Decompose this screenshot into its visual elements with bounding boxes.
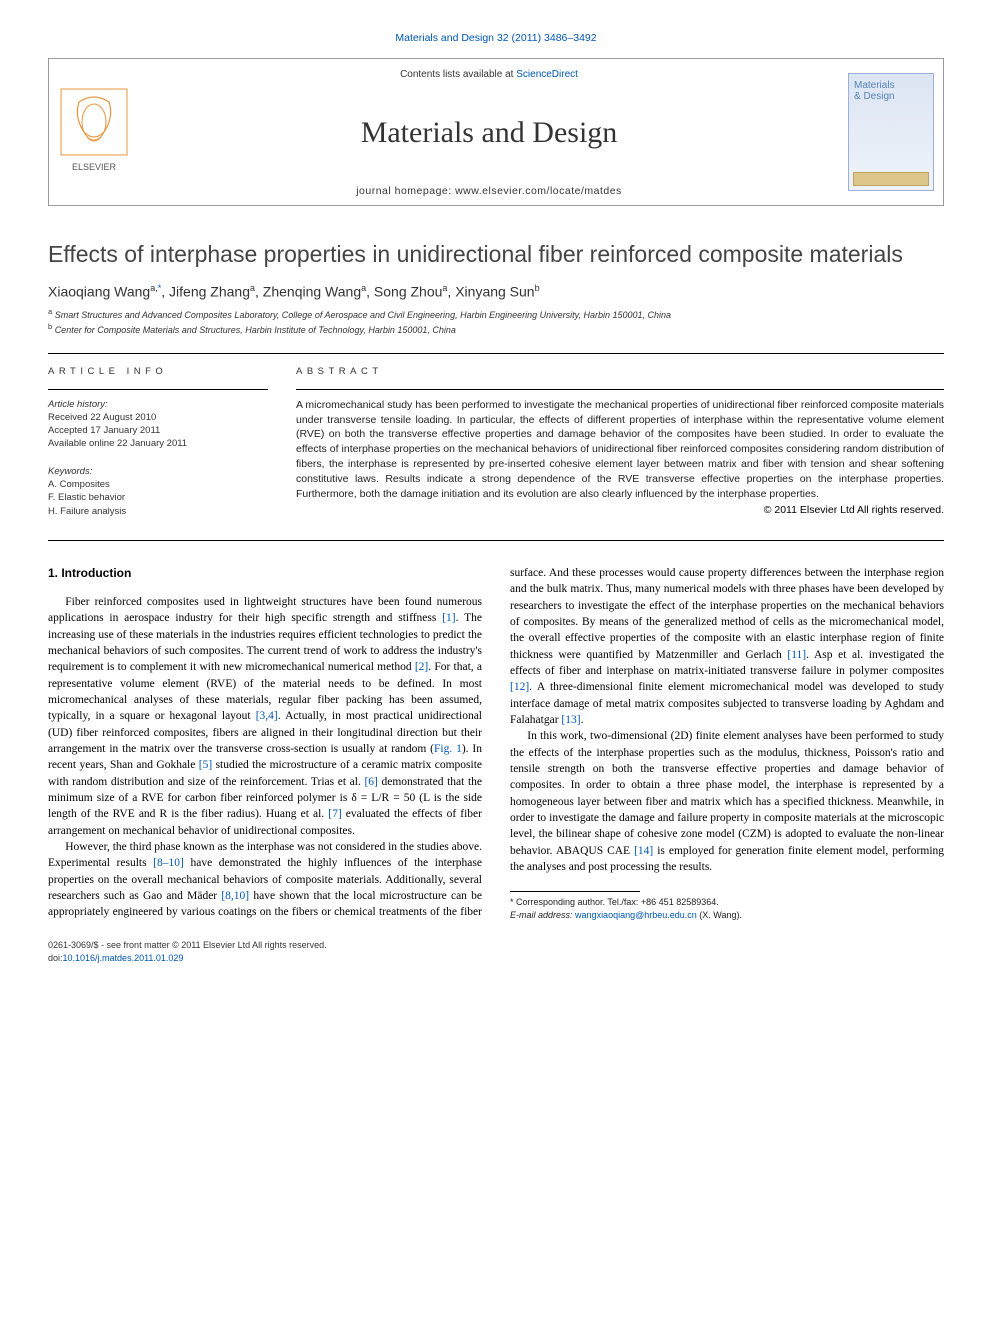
journal-cover: Materials & Design — [839, 59, 943, 205]
keywords-block: Keywords: A. Composites F. Elastic behav… — [48, 465, 268, 518]
body-two-column: 1. Introduction Fiber reinforced composi… — [48, 565, 944, 921]
accepted-date: Accepted 17 January 2011 — [48, 424, 268, 437]
svg-text:ELSEVIER: ELSEVIER — [72, 162, 117, 172]
ref-7[interactable]: [7] — [328, 808, 341, 820]
doi-link[interactable]: 10.1016/j.matdes.2011.01.029 — [63, 953, 184, 963]
aff-a: Smart Structures and Advanced Composites… — [55, 310, 671, 320]
ref-11[interactable]: [11] — [787, 649, 806, 661]
cover-accent — [853, 172, 929, 186]
footnote-divider — [510, 891, 640, 892]
ref-2[interactable]: [2] — [415, 661, 428, 673]
cover-title-1: Materials — [854, 80, 928, 91]
sep: , — [366, 283, 374, 299]
article-title: Effects of interphase properties in unid… — [48, 240, 944, 269]
ref-1[interactable]: [1] — [442, 612, 455, 624]
ref-6[interactable]: [6] — [364, 776, 377, 788]
contents-line: Contents lists available at ScienceDirec… — [400, 69, 578, 80]
corr-email[interactable]: wangxiaoqiang@hrbeu.edu.cn — [575, 910, 697, 920]
ref-14[interactable]: [14] — [634, 845, 653, 857]
aff-b-sup: b — [48, 322, 52, 331]
ref-3-4[interactable]: [3,4] — [256, 710, 278, 722]
author-1: Xiaoqiang Wang — [48, 283, 150, 299]
author-5-aff: b — [535, 283, 540, 293]
aff-b: Center for Composite Materials and Struc… — [55, 325, 456, 335]
keyword-3: H. Failure analysis — [48, 505, 268, 518]
author-2: Jifeng Zhang — [169, 283, 250, 299]
fig-1-link[interactable]: Fig. 1 — [434, 743, 462, 755]
ref-5[interactable]: [5] — [199, 759, 212, 771]
author-4: Song Zhou — [374, 283, 443, 299]
article-info-heading: article info — [48, 366, 268, 377]
ref-13[interactable]: [13] — [561, 714, 580, 726]
divider — [296, 389, 944, 390]
ref-8-10b[interactable]: [8,10] — [221, 890, 249, 902]
corresponding-footnote: * Corresponding author. Tel./fax: +86 45… — [510, 896, 944, 921]
cover-box: Materials & Design — [848, 73, 934, 191]
journal-header: ELSEVIER Contents lists available at Sci… — [48, 58, 944, 206]
journal-name: Materials and Design — [361, 116, 618, 150]
ref-8-10[interactable]: [8–10] — [153, 857, 184, 869]
meta-row: article info Article history: Received 2… — [48, 366, 944, 518]
keyword-1: A. Composites — [48, 478, 268, 491]
footnote-block: * Corresponding author. Tel./fax: +86 45… — [510, 891, 944, 921]
received-date: Received 22 August 2010 — [48, 411, 268, 424]
abstract-heading: abstract — [296, 366, 944, 377]
abstract-text: A micromechanical study has been perform… — [296, 398, 944, 502]
keywords-label: Keywords: — [48, 465, 268, 478]
author-1-aff: a, — [150, 283, 158, 293]
sciencedirect-link[interactable]: ScienceDirect — [516, 69, 578, 80]
sep: , — [161, 283, 169, 299]
contents-prefix: Contents lists available at — [400, 69, 516, 80]
cover-title-2: & Design — [854, 91, 928, 102]
divider — [48, 389, 268, 390]
email-label: E-mail address: — [510, 910, 573, 920]
abstract-col: abstract A micromechanical study has bee… — [296, 366, 944, 518]
doi-label: doi: — [48, 953, 63, 963]
footer: 0261-3069/$ - see front matter © 2011 El… — [48, 939, 944, 964]
divider — [48, 540, 944, 541]
top-citation[interactable]: Materials and Design 32 (2011) 3486–3492 — [48, 32, 944, 44]
corr-label: * Corresponding author. Tel./fax: +86 45… — [510, 896, 944, 909]
section-1-heading: 1. Introduction — [48, 565, 482, 582]
article-history: Article history: Received 22 August 2010… — [48, 398, 268, 451]
keyword-2: F. Elastic behavior — [48, 491, 268, 504]
affiliations: a Smart Structures and Advanced Composit… — [48, 307, 944, 336]
ref-12[interactable]: [12] — [510, 681, 529, 693]
body-text: In this work, two-dimensional (2D) finit… — [510, 730, 944, 856]
author-5: Xinyang Sun — [455, 283, 534, 299]
front-matter: 0261-3069/$ - see front matter © 2011 El… — [48, 939, 944, 952]
body-text: . — [581, 714, 584, 726]
abstract-copyright: © 2011 Elsevier Ltd All rights reserved. — [296, 504, 944, 516]
online-date: Available online 22 January 2011 — [48, 437, 268, 450]
header-center: Contents lists available at ScienceDirec… — [139, 59, 839, 205]
divider — [48, 353, 944, 354]
article-info-col: article info Article history: Received 2… — [48, 366, 268, 518]
body-text: Fiber reinforced composites used in ligh… — [48, 596, 482, 624]
authors-line: Xiaoqiang Wanga,*, Jifeng Zhanga, Zhenqi… — [48, 283, 944, 300]
sep: , — [255, 283, 263, 299]
history-label: Article history: — [48, 398, 268, 411]
elsevier-logo: ELSEVIER — [49, 59, 139, 205]
author-3: Zhenqing Wang — [263, 283, 361, 299]
aff-a-sup: a — [48, 307, 52, 316]
email-suffix: (X. Wang). — [697, 910, 742, 920]
journal-homepage: journal homepage: www.elsevier.com/locat… — [356, 185, 622, 197]
